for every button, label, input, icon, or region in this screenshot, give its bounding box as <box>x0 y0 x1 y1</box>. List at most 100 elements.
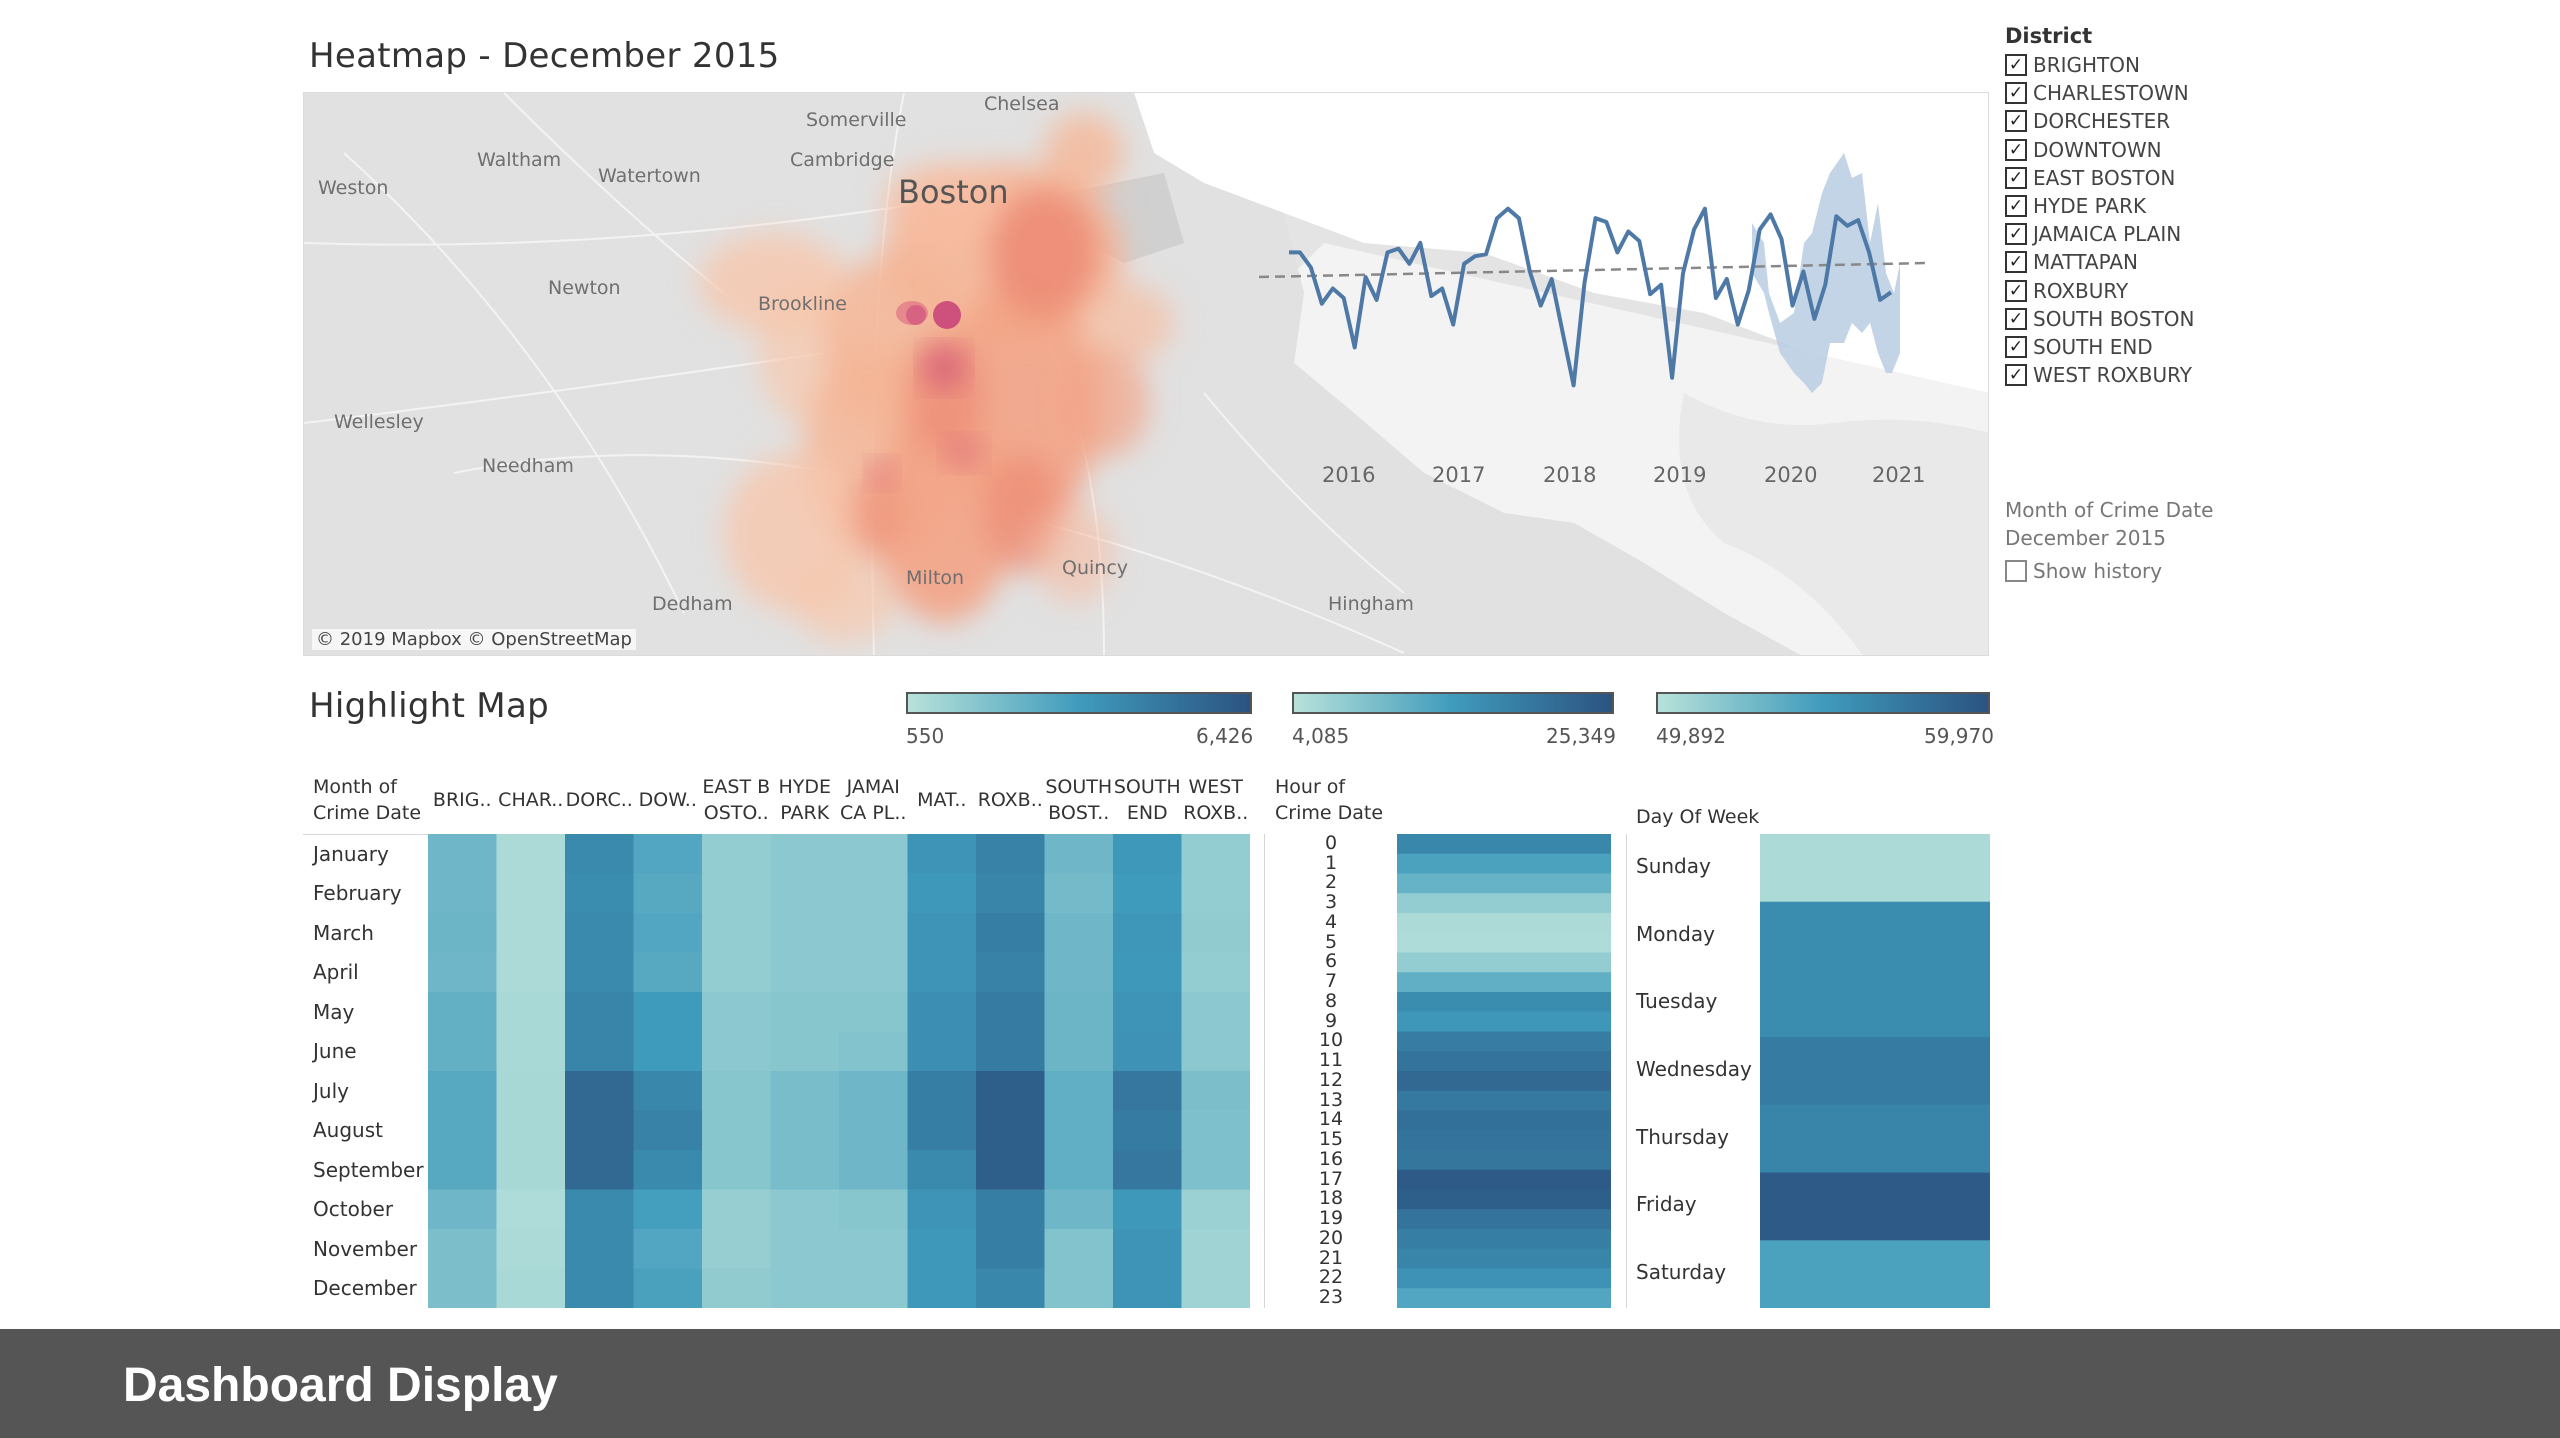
heatmap-cell[interactable] <box>1397 1248 1611 1270</box>
heatmap-cell[interactable] <box>1397 1189 1611 1210</box>
month-row-label[interactable]: November <box>313 1236 418 1261</box>
heatmap-cell[interactable] <box>1397 972 1611 993</box>
heatmap-cell[interactable] <box>976 1110 1046 1151</box>
heatmap-cell[interactable] <box>1181 992 1251 1033</box>
heatmap-cell[interactable] <box>1181 1229 1251 1270</box>
heatmap-cell[interactable] <box>907 1110 977 1151</box>
month-row-label[interactable]: July <box>313 1078 349 1103</box>
district-filter-item[interactable]: ✓ BRIGHTON <box>2005 52 2140 78</box>
heatmap-cell[interactable] <box>1044 1031 1114 1072</box>
district-filter-item[interactable]: ✓ DORCHESTER <box>2005 108 2170 134</box>
heatmap-cell[interactable] <box>907 1268 977 1309</box>
heatmap-cell[interactable] <box>565 1071 635 1112</box>
heatmap-cell[interactable] <box>1397 1268 1611 1289</box>
district-column-header[interactable]: ROXB.. <box>972 787 1049 813</box>
heatmap-cell[interactable] <box>565 992 635 1033</box>
heatmap-cell[interactable] <box>702 1189 772 1230</box>
heatmap-cell[interactable] <box>839 1229 909 1270</box>
heatmap-cell[interactable] <box>428 952 498 993</box>
heatmap-cell[interactable] <box>565 1189 635 1230</box>
heatmap-cell[interactable] <box>1113 1229 1183 1270</box>
month-row-label[interactable]: January <box>313 841 389 866</box>
day-row-label[interactable]: Tuesday <box>1636 989 1718 1014</box>
heatmap-cell[interactable] <box>496 913 566 954</box>
heatmap-cell[interactable] <box>770 834 840 875</box>
district-month-heatmap[interactable] <box>428 834 1250 1308</box>
heatmap-cell[interactable] <box>1397 992 1611 1013</box>
district-checkbox[interactable]: ✓ <box>2005 223 2027 246</box>
heatmap-cell[interactable] <box>1760 1104 1990 1174</box>
crime-heatmap[interactable]: Chelsea Somerville Waltham Watertown Cam… <box>303 92 1989 656</box>
hour-row-label[interactable]: 20 <box>1318 1226 1344 1249</box>
heatmap-cell[interactable] <box>976 1189 1046 1230</box>
month-row-label[interactable]: May <box>313 999 355 1024</box>
hour-row-label[interactable]: 23 <box>1318 1286 1344 1309</box>
heatmap-cell[interactable] <box>496 1110 566 1151</box>
district-column-header[interactable]: SOUTH BOST.. <box>1041 774 1118 826</box>
heatmap-cell[interactable] <box>496 1071 566 1112</box>
heatmap-cell[interactable] <box>770 952 840 993</box>
heatmap-cell[interactable] <box>1181 1110 1251 1151</box>
heatmap-cell[interactable] <box>1181 1031 1251 1072</box>
hour-row-label[interactable]: 1 <box>1324 851 1338 874</box>
heatmap-cell[interactable] <box>907 834 977 875</box>
hour-row-label[interactable]: 9 <box>1324 1009 1338 1032</box>
day-of-week-heatmap[interactable] <box>1760 834 1990 1308</box>
hour-row-label[interactable]: 14 <box>1318 1108 1344 1131</box>
heatmap-cell[interactable] <box>976 834 1046 875</box>
heatmap-cell[interactable] <box>565 1268 635 1309</box>
heatmap-cell[interactable] <box>1397 853 1611 875</box>
heatmap-cell[interactable] <box>1397 1051 1611 1072</box>
hour-row-label[interactable]: 12 <box>1318 1068 1344 1091</box>
heatmap-cell[interactable] <box>633 913 703 954</box>
heatmap-cell[interactable] <box>1113 913 1183 954</box>
heatmap-cell[interactable] <box>565 1110 635 1151</box>
district-filter-item[interactable]: ✓ ROXBURY <box>2005 278 2128 304</box>
hour-row-label[interactable]: 6 <box>1324 950 1338 973</box>
district-column-header[interactable]: DORC.. <box>561 787 638 813</box>
heatmap-cell[interactable] <box>1044 873 1114 914</box>
month-row-label[interactable]: October <box>313 1197 394 1222</box>
heatmap-cell[interactable] <box>633 1110 703 1151</box>
heatmap-cell[interactable] <box>1397 1288 1611 1308</box>
heatmap-cell[interactable] <box>1113 1071 1183 1112</box>
heatmap-cell[interactable] <box>428 1031 498 1072</box>
district-column-header[interactable]: HYDE PARK <box>767 774 844 826</box>
heatmap-cell[interactable] <box>1760 834 1990 903</box>
heatmap-cell[interactable] <box>565 873 635 914</box>
heatmap-cell[interactable] <box>633 1268 703 1309</box>
heatmap-cell[interactable] <box>839 952 909 993</box>
district-filter-item[interactable]: ✓ MATTAPAN <box>2005 249 2138 275</box>
heatmap-cell[interactable] <box>1044 1150 1114 1191</box>
heatmap-cell[interactable] <box>565 1150 635 1191</box>
district-column-header[interactable]: EAST B OSTO.. <box>698 774 775 826</box>
heatmap-cell[interactable] <box>1044 834 1114 875</box>
heatmap-cell[interactable] <box>633 1189 703 1230</box>
heatmap-cell[interactable] <box>907 913 977 954</box>
heatmap-cell[interactable] <box>1760 1240 1990 1308</box>
district-checkbox[interactable]: ✓ <box>2005 195 2027 217</box>
heatmap-cell[interactable] <box>496 952 566 993</box>
heatmap-cell[interactable] <box>1397 1229 1611 1250</box>
heatmap-cell[interactable] <box>633 873 703 914</box>
heatmap-cell[interactable] <box>976 1268 1046 1309</box>
heatmap-cell[interactable] <box>1181 952 1251 993</box>
district-checkbox[interactable]: ✓ <box>2005 54 2027 76</box>
heatmap-cell[interactable] <box>839 834 909 875</box>
heatmap-cell[interactable] <box>1113 1110 1183 1151</box>
heatmap-cell[interactable] <box>1397 1031 1611 1052</box>
heatmap-cell[interactable] <box>839 873 909 914</box>
heatmap-cell[interactable] <box>1760 969 1990 1038</box>
heatmap-cell[interactable] <box>1181 1189 1251 1230</box>
district-column-header[interactable]: JAMAI CA PL.. <box>835 774 912 826</box>
heatmap-cell[interactable] <box>1397 1011 1611 1033</box>
heatmap-cell[interactable] <box>1181 873 1251 914</box>
district-column-header[interactable]: WEST ROXB.. <box>1178 774 1255 826</box>
day-row-label[interactable]: Sunday <box>1636 853 1711 878</box>
heatmap-cell[interactable] <box>1113 1031 1183 1072</box>
heatmap-cell[interactable] <box>1044 952 1114 993</box>
day-row-label[interactable]: Monday <box>1636 921 1715 946</box>
district-column-header[interactable]: BRIG.. <box>424 787 501 813</box>
heatmap-cell[interactable] <box>1397 932 1611 954</box>
heatmap-cell[interactable] <box>1113 952 1183 993</box>
